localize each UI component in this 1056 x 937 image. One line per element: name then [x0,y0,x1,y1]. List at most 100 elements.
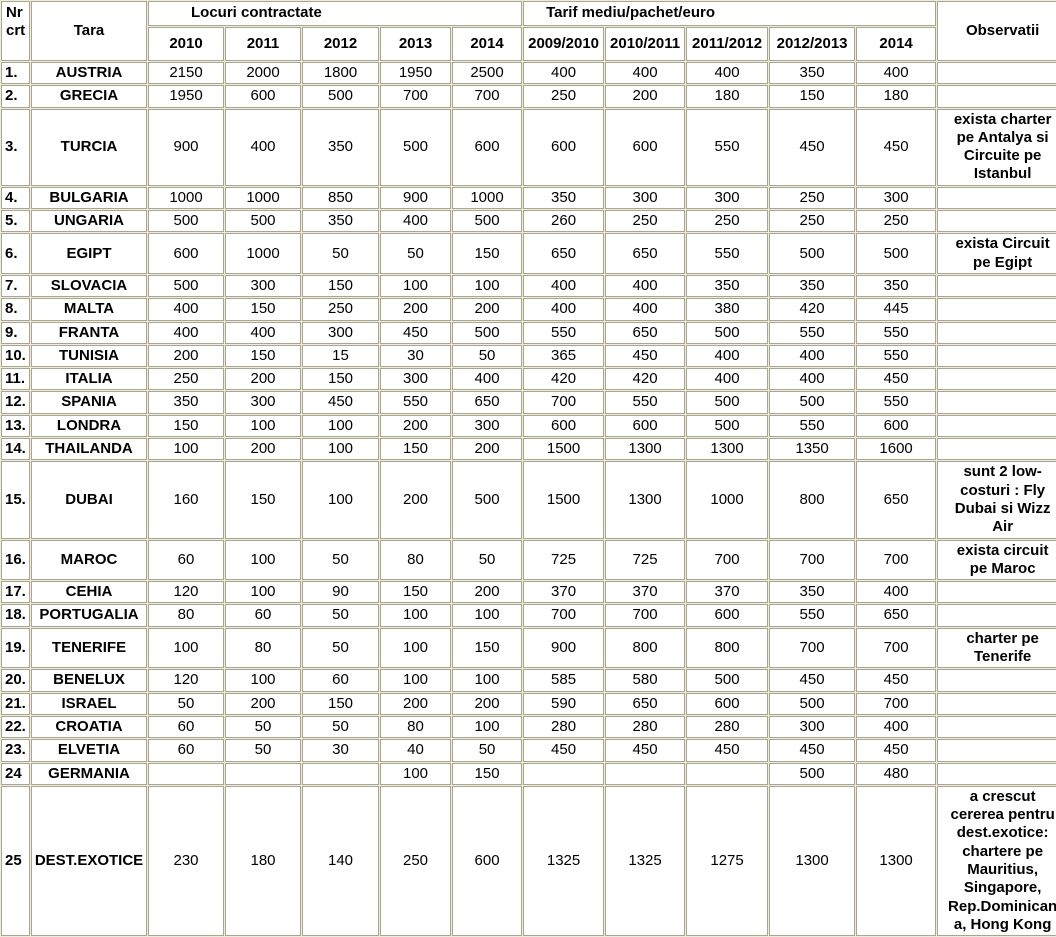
locuri-2012-cell: 90 [302,581,379,604]
country-cell: MALTA [31,298,147,321]
tarif-2014-cell: 500 [856,233,937,274]
header-tarif-season-2011-2012: 2011/2012 [686,27,769,61]
table-row: 7. SLOVACIA 500 300 150 100 100 400 400 350 350 350 [1,274,1056,298]
row-number-cell: 21. [1,692,30,715]
tarif-2012-2013-cell: 700 [769,539,856,581]
locuri-2013-cell: 150 [380,438,451,461]
country-cell: DEST.EXOTICE [31,785,147,937]
tarif-2011-2012-cell: 350 [686,274,769,298]
locuri-2012-cell: 50 [302,627,379,669]
locuri-2013-cell: 50 [380,233,451,274]
locuri-2010-cell: 120 [148,581,224,604]
locuri-2011-cell: 180 [225,785,301,937]
observation-cell [937,344,1056,368]
tarif-2009-2010-cell: 350 [523,186,605,210]
locuri-2014-cell: 500 [452,210,523,233]
locuri-2012-cell: 100 [302,461,379,539]
table-row: 16. MAROC 60 100 50 80 50 725 725 700 700 700 exista… [1,539,1056,581]
table-row: 11. ITALIA 250 200 150 300 400 420 420 400 400 450 [1,368,1056,391]
country-cell: ISRAEL [31,692,147,715]
locuri-2014-cell: 500 [452,461,523,539]
table-row: 21. ISRAEL 50 200 150 200 200 590 650 600 500 700 [1,692,1056,715]
tarif-2009-2010-cell: 400 [523,274,605,298]
tarif-2011-2012-cell: 400 [686,62,769,85]
locuri-2013-cell: 100 [380,627,451,669]
row-number-cell: 2. [1,85,30,108]
tarif-2014-cell: 400 [856,581,937,604]
country-cell: TENERIFE [31,627,147,669]
tarif-2010-2011-cell: 580 [605,669,686,692]
tarif-2010-2011-cell: 550 [605,391,686,414]
header-locuri-year-2014: 2014 [452,27,523,61]
country-cell: CEHIA [31,581,147,604]
tarif-2014-cell: 480 [856,762,937,785]
locuri-2014-cell: 400 [452,368,523,391]
locuri-2013-cell: 100 [380,274,451,298]
locuri-2014-cell: 100 [452,274,523,298]
tarif-2012-2013-cell: 500 [769,692,856,715]
observation-cell [937,438,1056,461]
table-row: 14. THAILANDA 100 200 100 150 200 1500 1300 1300 1… [1,438,1056,461]
observation-cell [937,321,1056,344]
locuri-2010-cell: 60 [148,715,224,739]
tarif-2010-2011-cell: 1325 [605,785,686,937]
locuri-2013-cell: 300 [380,368,451,391]
locuri-2011-cell: 300 [225,391,301,414]
locuri-2012-cell: 250 [302,298,379,321]
locuri-2014-cell: 600 [452,108,523,186]
locuri-2011-cell: 400 [225,321,301,344]
locuri-2010-cell: 60 [148,739,224,762]
locuri-2010-cell [148,762,224,785]
tarif-2009-2010-cell: 365 [523,344,605,368]
tarif-2010-2011-cell: 700 [605,604,686,627]
tarif-2012-2013-cell: 350 [769,62,856,85]
tarif-2012-2013-cell: 550 [769,321,856,344]
country-cell: BENELUX [31,669,147,692]
locuri-2014-cell: 500 [452,321,523,344]
locuri-2011-cell [225,762,301,785]
tarif-2009-2010-cell: 700 [523,604,605,627]
tarif-2011-2012-cell: 1275 [686,785,769,937]
tarif-2011-2012-cell: 370 [686,581,769,604]
observation-cell [937,581,1056,604]
header-tarif-mediu-group: Tarif mediu/pachet/euro [523,1,937,26]
tarif-2010-2011-cell: 650 [605,321,686,344]
country-cell: EGIPT [31,233,147,274]
observation-cell: a crescut cererea pentru dest.exotice: c… [937,785,1056,937]
locuri-2013-cell: 500 [380,108,451,186]
observation-cell [937,62,1056,85]
locuri-2012-cell: 1800 [302,62,379,85]
locuri-2011-cell: 200 [225,368,301,391]
tarif-2011-2012-cell: 400 [686,344,769,368]
locuri-2013-cell: 900 [380,186,451,210]
locuri-2014-cell: 50 [452,344,523,368]
tarif-2011-2012-cell: 550 [686,233,769,274]
locuri-2013-cell: 150 [380,581,451,604]
tarif-2009-2010-cell: 1500 [523,461,605,539]
tarif-2014-cell: 180 [856,85,937,108]
tarif-2011-2012-cell: 280 [686,715,769,739]
tarif-2012-2013-cell: 350 [769,274,856,298]
table-row: 1. AUSTRIA 2150 2000 1800 1950 2500 400 400 400 35… [1,62,1056,85]
locuri-2011-cell: 500 [225,210,301,233]
tarif-2014-cell: 600 [856,414,937,438]
locuri-2013-cell: 400 [380,210,451,233]
tarif-2009-2010-cell: 725 [523,539,605,581]
locuri-2013-cell: 80 [380,539,451,581]
locuri-2010-cell: 500 [148,274,224,298]
locuri-2013-cell: 100 [380,669,451,692]
tarif-2010-2011-cell: 725 [605,539,686,581]
country-cell: TUNISIA [31,344,147,368]
tarif-2009-2010-cell: 280 [523,715,605,739]
tarif-2014-cell: 400 [856,62,937,85]
locuri-2010-cell: 100 [148,438,224,461]
tarif-2014-cell: 700 [856,692,937,715]
tarif-2014-cell: 550 [856,391,937,414]
tarif-2009-2010-cell: 650 [523,233,605,274]
tarif-2014-cell: 250 [856,210,937,233]
row-number-cell: 19. [1,627,30,669]
tarif-2012-2013-cell: 550 [769,414,856,438]
locuri-2014-cell: 600 [452,785,523,937]
tarif-2009-2010-cell: 1500 [523,438,605,461]
